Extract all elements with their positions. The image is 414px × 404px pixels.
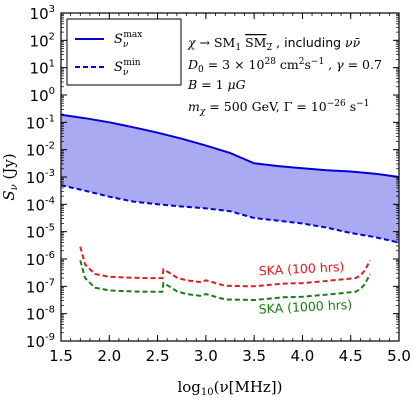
y-tick-label: 10-3 xyxy=(26,168,55,187)
tick-layer: 1.5 2.0 2.5 3.0 3.5 4.0 4.5 5.0 103 102 101 100 10-1… xyxy=(26,4,411,365)
x-tick-label: 1.5 xyxy=(49,347,73,365)
band-layer xyxy=(61,114,399,243)
band-fill xyxy=(61,114,399,243)
x-tick-label: 3.0 xyxy=(194,347,218,365)
x-tick-label: 3.5 xyxy=(242,347,266,365)
annotation-mass: mχ = 500 GeV, Γ = 10−26 s−1 xyxy=(188,99,369,117)
y-tick-label: 10-5 xyxy=(26,223,55,242)
x-tick-label: 2.5 xyxy=(146,347,170,365)
ska-1000-label: SKA (1000 hrs) xyxy=(258,297,352,317)
series-layer xyxy=(60,113,400,302)
y-tick-label: 10-2 xyxy=(26,141,55,160)
y-tick-label: 10-7 xyxy=(26,277,55,296)
legend-label-min: Sνmin xyxy=(114,58,141,78)
x-tick-label: 4.5 xyxy=(339,347,363,365)
y-tick-label: 10-8 xyxy=(26,305,55,324)
annotation-process: χ → SM1 SM2 , including νν̄ xyxy=(187,35,361,53)
legend: Sνmax Sνmin xyxy=(66,18,182,86)
y-tick-label: 10-6 xyxy=(26,250,55,269)
y-axis-title: Sν (Jy) xyxy=(0,153,20,200)
series-ska-1000-line xyxy=(79,260,371,302)
annotation-block: χ → SM1 SM2 , including νν̄ D0 = 3 × 102… xyxy=(187,35,382,117)
y-tick-label: 10-1 xyxy=(26,113,55,132)
legend-box xyxy=(66,18,182,86)
y-tick-label: 10-4 xyxy=(26,195,55,214)
y-tick-label: 100 xyxy=(30,86,55,105)
x-axis-title: log10(ν[MHz]) xyxy=(177,378,282,398)
x-tick-label: 2.0 xyxy=(97,347,121,365)
y-tick-label: 102 xyxy=(30,31,55,50)
ska-100-label: SKA (100 hrs) xyxy=(258,259,344,278)
x-tick-label: 4.0 xyxy=(290,347,314,365)
annotation-diffusion: D0 = 3 × 1028 cm2s−1 , γ = 0.7 xyxy=(187,57,382,75)
y-tick-label: 10-9 xyxy=(26,332,55,351)
y-tick-label: 103 xyxy=(30,4,55,23)
series-ska-100-line xyxy=(79,246,371,288)
label-layer: SKA (100 hrs) SKA (1000 hrs) xyxy=(258,259,352,317)
y-tick-label: 101 xyxy=(30,59,55,78)
series-min-line xyxy=(60,184,400,244)
annotation-field: B = 1 μG xyxy=(187,77,246,92)
legend-label-max: Sνmax xyxy=(114,30,142,50)
series-max-line xyxy=(60,113,400,178)
x-tick-label: 5.0 xyxy=(387,347,411,365)
